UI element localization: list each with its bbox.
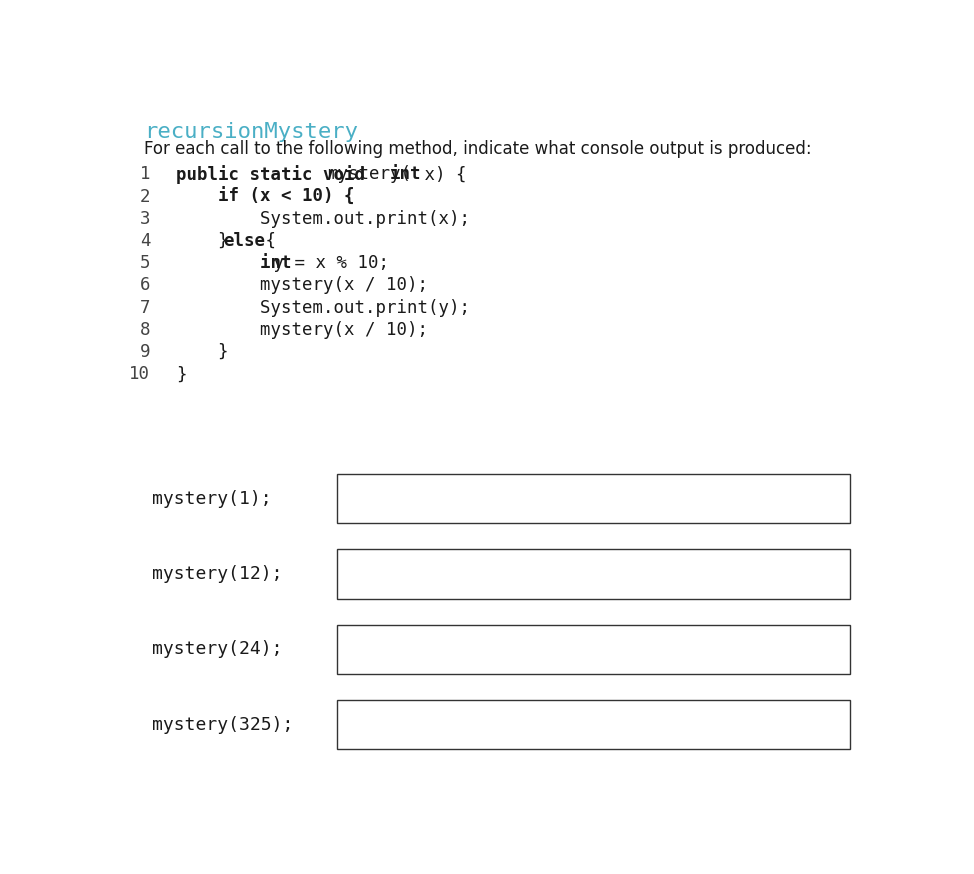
Text: else: else: [224, 232, 266, 250]
Text: mystery(325);: mystery(325);: [152, 716, 293, 733]
Text: if (x < 10) {: if (x < 10) {: [176, 188, 355, 205]
FancyBboxPatch shape: [337, 700, 850, 749]
Text: }: }: [176, 232, 239, 250]
Text: mystery(12);: mystery(12);: [152, 565, 282, 583]
Text: 5: 5: [140, 254, 150, 273]
Text: {: {: [255, 232, 277, 250]
Text: 10: 10: [130, 365, 150, 384]
Text: 4: 4: [140, 232, 150, 250]
Text: 3: 3: [140, 210, 150, 228]
FancyBboxPatch shape: [337, 474, 850, 524]
Text: }: }: [176, 365, 187, 384]
Text: int: int: [391, 165, 422, 184]
Text: 7: 7: [140, 299, 150, 316]
FancyBboxPatch shape: [337, 625, 850, 674]
Text: mystery(: mystery(: [326, 165, 411, 184]
Text: 6: 6: [140, 276, 150, 295]
Text: mystery(x / 10);: mystery(x / 10);: [176, 321, 429, 339]
Text: 8: 8: [140, 321, 150, 339]
Text: For each call to the following method, indicate what console output is produced:: For each call to the following method, i…: [144, 140, 812, 158]
Text: System.out.print(y);: System.out.print(y);: [176, 299, 470, 316]
Text: 9: 9: [140, 343, 150, 361]
Text: mystery(x / 10);: mystery(x / 10);: [176, 276, 429, 295]
Text: y = x % 10;: y = x % 10;: [263, 254, 390, 273]
Text: mystery(24);: mystery(24);: [152, 641, 282, 658]
Text: recursionMystery: recursionMystery: [144, 121, 358, 142]
Text: x) {: x) {: [414, 165, 467, 184]
Text: }: }: [176, 343, 229, 361]
Text: int: int: [176, 254, 291, 273]
Text: System.out.print(x);: System.out.print(x);: [176, 210, 470, 228]
FancyBboxPatch shape: [337, 550, 850, 599]
Text: public static void: public static void: [176, 165, 376, 184]
Text: mystery(1);: mystery(1);: [152, 489, 272, 508]
Text: 1: 1: [140, 165, 150, 184]
Text: 2: 2: [140, 188, 150, 205]
